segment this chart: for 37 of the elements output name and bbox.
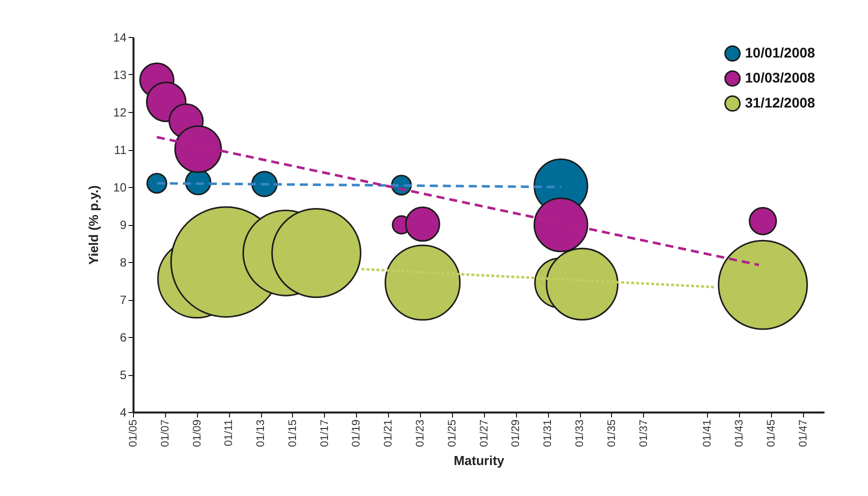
x-tick-label: 01/29 xyxy=(510,420,522,448)
x-tick-label: 01/23 xyxy=(414,420,427,448)
y-tick-label: 13 xyxy=(113,68,127,82)
x-tick-label: 01/25 xyxy=(446,420,458,448)
y-tick-label: 9 xyxy=(120,218,127,232)
y-tick-label: 8 xyxy=(120,256,127,270)
x-tick-label: 01/21 xyxy=(382,420,395,448)
y-tick-label: 10 xyxy=(113,180,127,194)
y-tick-label: 11 xyxy=(114,143,127,157)
x-tick-label: 01/11 xyxy=(223,420,236,446)
x-tick-label: 01/37 xyxy=(638,420,650,448)
y-tick-label: 6 xyxy=(120,330,127,344)
x-tick-label: 01/15 xyxy=(286,420,299,448)
y-tick-label: 12 xyxy=(113,106,127,120)
y-tick-label: 14 xyxy=(113,30,127,44)
legend-label: 31/12/2008 xyxy=(745,94,816,110)
x-tick-label: 01/45 xyxy=(765,420,778,448)
legend-label: 10/01/2008 xyxy=(745,44,816,60)
y-tick-label: 4 xyxy=(120,406,127,420)
y-tick-label: 5 xyxy=(120,368,127,382)
x-axis-title: Maturity xyxy=(454,453,506,468)
x-tick-label: 01/43 xyxy=(733,420,746,448)
x-tick-label: 01/05 xyxy=(128,420,140,448)
x-tick-label: 01/35 xyxy=(606,420,618,448)
legend-label: 10/03/2008 xyxy=(745,70,816,86)
x-tick-label: 01/41 xyxy=(702,420,714,448)
x-tick-label: 01/07 xyxy=(159,420,172,448)
x-tick-label: 01/13 xyxy=(255,420,268,448)
x-tick-label: 01/19 xyxy=(350,420,363,448)
y-axis-title: Yield (% p.y.) xyxy=(86,185,102,265)
x-tick-label: 01/47 xyxy=(797,420,810,448)
x-tick-label: 01/27 xyxy=(478,420,490,448)
x-tick-label: 01/31 xyxy=(542,420,554,448)
y-tick-label: 7 xyxy=(120,293,127,307)
x-tick-label: 01/09 xyxy=(191,420,204,448)
x-tick-label: 01/33 xyxy=(574,420,586,448)
x-tick-label: 01/17 xyxy=(318,420,331,448)
